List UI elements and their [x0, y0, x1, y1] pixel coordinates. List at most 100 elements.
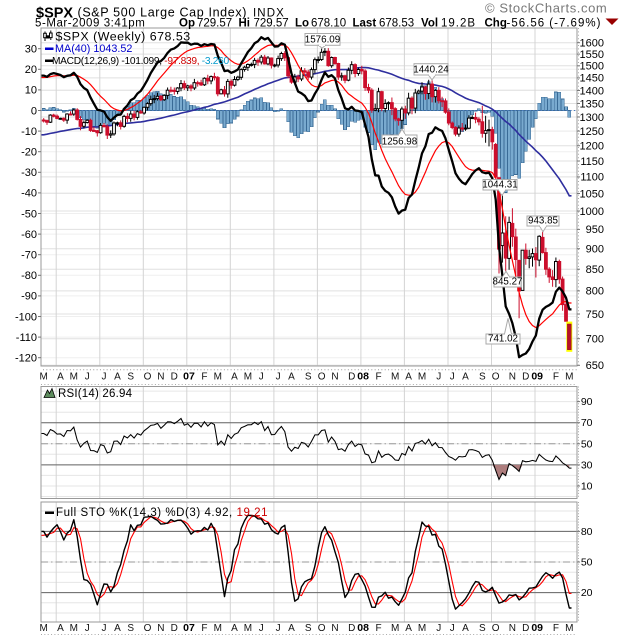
svg-text:5-Mar-2009 3:41pm: 5-Mar-2009 3:41pm	[35, 18, 145, 30]
svg-text:1550: 1550	[580, 49, 604, 61]
svg-text:A: A	[288, 372, 295, 383]
svg-text:A: A	[114, 623, 121, 634]
svg-text:M: M	[40, 372, 48, 383]
svg-text:D: D	[522, 372, 529, 383]
svg-text:N: N	[157, 623, 164, 634]
svg-text:Last: Last	[353, 18, 377, 30]
svg-text:-50: -50	[21, 208, 37, 220]
svg-text:Lo: Lo	[295, 18, 309, 30]
svg-text:D: D	[171, 372, 178, 383]
svg-text:M: M	[244, 623, 252, 634]
svg-text:MA(40) 1043.52: MA(40) 1043.52	[55, 43, 132, 55]
svg-text:729.57: 729.57	[197, 18, 232, 30]
svg-text:(S&P 500 Large Cap Index): (S&P 500 Large Cap Index)	[78, 6, 248, 20]
svg-text:Vol: Vol	[421, 18, 438, 30]
svg-text:D: D	[171, 623, 178, 634]
svg-text:900: 900	[586, 244, 604, 256]
svg-text:09: 09	[531, 622, 543, 634]
svg-text:80: 80	[581, 526, 593, 538]
svg-text:678.53: 678.53	[379, 18, 414, 30]
svg-text:F: F	[553, 623, 559, 634]
svg-text:N: N	[509, 623, 516, 634]
svg-text:1400: 1400	[580, 85, 604, 97]
svg-text:D: D	[348, 623, 355, 634]
svg-text:1450: 1450	[580, 73, 604, 85]
svg-text:O: O	[318, 623, 326, 634]
svg-text:-30: -30	[21, 167, 37, 179]
svg-text:S: S	[305, 372, 312, 383]
svg-text:J: J	[85, 372, 90, 383]
svg-text:700: 700	[586, 334, 604, 346]
svg-text:O: O	[318, 372, 326, 383]
svg-text:A: A	[57, 623, 64, 634]
svg-text:M: M	[565, 372, 573, 383]
svg-text:J: J	[436, 372, 441, 383]
svg-text:1200: 1200	[580, 141, 604, 153]
svg-text:-10: -10	[21, 126, 37, 138]
svg-text:-56.56 (-7.69%): -56.56 (-7.69%)	[507, 18, 602, 30]
svg-text:INDX: INDX	[253, 8, 285, 20]
svg-text:N: N	[509, 372, 516, 383]
svg-text:741.02: 741.02	[488, 333, 518, 344]
svg-text:S: S	[479, 623, 486, 634]
svg-text:M: M	[244, 372, 252, 383]
svg-text:M: M	[418, 623, 426, 634]
svg-text:729.57: 729.57	[254, 18, 289, 30]
svg-text:-90: -90	[21, 291, 37, 303]
svg-text:MACD(12,26,9) -101.099, -97.83: MACD(12,26,9) -101.099, -97.839, -3.260	[52, 56, 230, 67]
svg-text:D: D	[522, 623, 529, 634]
svg-text:50: 50	[581, 438, 593, 450]
svg-text:1150: 1150	[580, 156, 604, 168]
svg-text:A: A	[405, 623, 412, 634]
svg-text:-120: -120	[15, 353, 37, 365]
svg-text:-70: -70	[21, 250, 37, 262]
svg-text:Full STO %K(14,3) %D(3) 4.92,: Full STO %K(14,3) %D(3) 4.92, 19.21	[56, 507, 268, 519]
svg-text:950: 950	[586, 224, 604, 236]
svg-text:20: 20	[581, 587, 593, 599]
svg-text:J: J	[85, 623, 90, 634]
svg-text:N: N	[331, 372, 338, 383]
svg-text:O: O	[492, 372, 500, 383]
svg-text:J: J	[102, 623, 107, 634]
svg-text:O: O	[492, 623, 500, 634]
svg-text:N: N	[331, 623, 338, 634]
svg-text:20: 20	[25, 64, 37, 76]
svg-text:10: 10	[25, 85, 37, 97]
svg-text:-80: -80	[21, 270, 37, 282]
svg-text:-110: -110	[16, 332, 37, 344]
svg-text:30: 30	[25, 44, 37, 56]
svg-text:1440.24: 1440.24	[413, 64, 449, 75]
svg-text:1500: 1500	[580, 61, 604, 73]
svg-text:1250: 1250	[580, 126, 604, 138]
svg-text:09: 09	[531, 371, 543, 383]
svg-text:10: 10	[581, 481, 593, 493]
svg-text:800: 800	[586, 286, 604, 298]
svg-text:J: J	[276, 372, 281, 383]
svg-text:A: A	[462, 372, 469, 383]
svg-text:07: 07	[183, 371, 195, 383]
svg-text:M: M	[70, 372, 78, 383]
svg-text:M: M	[391, 623, 399, 634]
svg-text:J: J	[436, 623, 441, 634]
svg-text:O: O	[144, 372, 152, 383]
svg-text:90: 90	[581, 396, 593, 408]
svg-text:A: A	[288, 623, 295, 634]
svg-text:A: A	[462, 623, 469, 634]
svg-text:S: S	[479, 372, 486, 383]
svg-text:A: A	[57, 372, 64, 383]
svg-text:845.27: 845.27	[493, 276, 523, 287]
svg-text:19.2B: 19.2B	[441, 18, 476, 30]
svg-text:$SPX: $SPX	[36, 6, 73, 22]
svg-text:M: M	[565, 623, 573, 634]
svg-text:850: 850	[586, 264, 604, 276]
svg-text:M: M	[418, 372, 426, 383]
svg-text:RSI(14) 26.94: RSI(14) 26.94	[58, 388, 133, 400]
svg-text:08: 08	[357, 371, 369, 383]
svg-text:650: 650	[586, 360, 604, 372]
svg-text:08: 08	[357, 622, 369, 634]
svg-text:A: A	[114, 372, 121, 383]
svg-text:J: J	[450, 372, 455, 383]
svg-text:M: M	[70, 623, 78, 634]
svg-text:F: F	[553, 372, 559, 383]
svg-text:0: 0	[31, 105, 37, 117]
